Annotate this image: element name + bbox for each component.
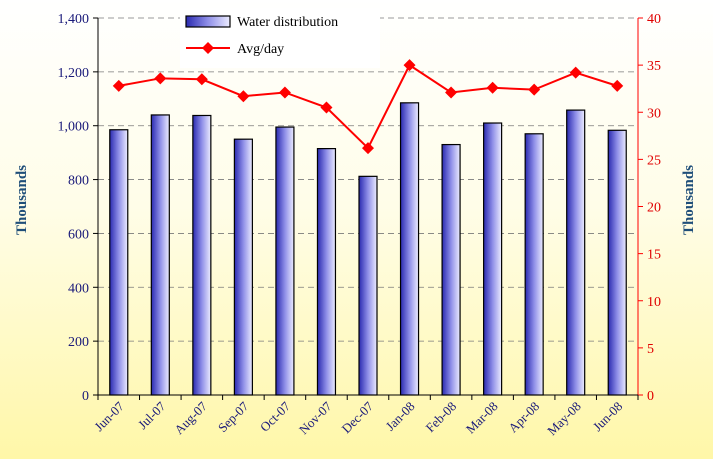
avg-day-point [278, 86, 291, 99]
x-tick-label: Jan-08 [383, 399, 418, 434]
legend-marker-diamond-icon [202, 42, 214, 54]
bar [566, 109, 586, 396]
bar [275, 126, 295, 396]
bar-series [109, 102, 627, 396]
avg-day-point [320, 101, 333, 114]
avg-day-point [403, 59, 416, 72]
bar [150, 114, 170, 396]
legend-label-water: Water distribution [237, 15, 338, 30]
bar [607, 129, 627, 396]
x-tick-label: Apr-08 [505, 399, 542, 436]
avg-day-point [112, 79, 125, 92]
legend-label-avg: Avg/day [237, 42, 284, 57]
bar [399, 102, 420, 396]
avg-day-point [237, 90, 250, 103]
bar [441, 143, 461, 396]
x-tick-label: Jul-07 [135, 398, 169, 432]
right-tick-label: 5 [647, 342, 654, 357]
x-tick-label: Aug-07 [171, 398, 210, 437]
bar [358, 175, 378, 396]
avg-day-point [611, 79, 624, 92]
bar [233, 138, 253, 396]
left-tick-label: 600 [68, 227, 89, 242]
right-axis-title: Thousands [681, 165, 697, 235]
right-tick-label: 15 [647, 248, 661, 263]
left-tick-label: 0 [82, 389, 89, 404]
x-tick-label: May-08 [544, 399, 584, 439]
x-tick-label: Feb-08 [423, 399, 460, 436]
left-tick-label: 1,000 [58, 120, 90, 135]
left-axis-title: Thousands [14, 165, 30, 235]
bar [483, 122, 503, 396]
line-series [112, 59, 624, 155]
avg-day-point [154, 72, 167, 85]
avg-day-point [569, 66, 582, 79]
x-tick-label: Jun-07 [91, 398, 127, 434]
right-tick-label: 35 [647, 59, 661, 74]
bar [524, 133, 544, 396]
avg-day-point [528, 83, 541, 96]
right-tick-label: 30 [647, 106, 661, 121]
left-tick-label: 1,400 [58, 12, 90, 27]
x-tick-label: Oct-07 [257, 398, 293, 434]
left-tick-label: 1,200 [58, 66, 90, 81]
right-tick-label: 0 [647, 389, 654, 404]
bar [316, 148, 337, 396]
right-tick-label: 40 [647, 12, 661, 27]
x-tick-label: Dec-07 [338, 398, 376, 436]
avg-day-point [362, 142, 374, 155]
left-tick-label: 200 [68, 335, 89, 350]
bar [109, 129, 129, 396]
right-tick-label: 10 [647, 295, 661, 310]
left-tick-label: 400 [68, 281, 89, 296]
avg-day-point [195, 73, 208, 86]
right-tick-label: 20 [647, 201, 661, 216]
legend: Water distribution Avg/day [180, 8, 380, 68]
avg-day-point [486, 81, 499, 94]
right-tick-label: 25 [647, 153, 661, 168]
legend-bar-swatch [185, 15, 231, 28]
x-tick-label: Nov-07 [296, 398, 335, 437]
axes [93, 17, 643, 400]
x-tick-label: Mar-08 [463, 399, 501, 437]
avg-day-point [445, 86, 458, 99]
x-tick-label: Jun-08 [590, 399, 626, 435]
bar [192, 114, 212, 396]
left-tick-label: 800 [68, 174, 89, 189]
x-tick-label: Sep-07 [215, 398, 252, 435]
